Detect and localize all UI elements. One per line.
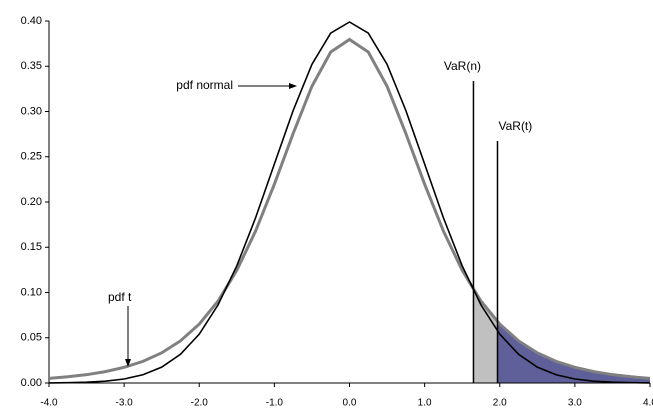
x-tick-label: 2.0 — [493, 398, 507, 409]
x-tick-label: -2.0 — [191, 398, 209, 409]
x-tick-label: -1.0 — [266, 398, 284, 409]
x-tick-label: 4.0 — [643, 398, 653, 409]
y-tick-label: 0.00 — [21, 377, 42, 389]
y-tick-label: 0.35 — [21, 60, 42, 72]
x-tick-label: -4.0 — [40, 398, 58, 409]
tail-area — [473, 288, 498, 383]
tail-area — [497, 321, 650, 383]
y-tick-label: 0.30 — [21, 105, 42, 117]
x-tick-label: 0.0 — [343, 398, 357, 409]
x-tick-label: -3.0 — [116, 398, 134, 409]
x-tick-label: 1.0 — [418, 398, 432, 409]
x-tick-label: 3.0 — [568, 398, 582, 409]
annotation: pdf normal — [176, 78, 233, 92]
y-tick-label: 0.15 — [21, 241, 42, 253]
y-tick-label: 0.40 — [21, 15, 42, 27]
y-tick-label: 0.05 — [21, 332, 42, 344]
pdf-curve — [48, 21, 651, 384]
pdf-curve — [48, 37, 651, 380]
var-label: VaR(t) — [498, 119, 532, 133]
y-tick-label: 0.20 — [21, 196, 42, 208]
var-label: VaR(n) — [444, 59, 481, 73]
y-tick-label: 0.25 — [21, 151, 42, 163]
annotation: pdf t — [108, 290, 132, 304]
y-tick-label: 0.10 — [21, 286, 42, 298]
